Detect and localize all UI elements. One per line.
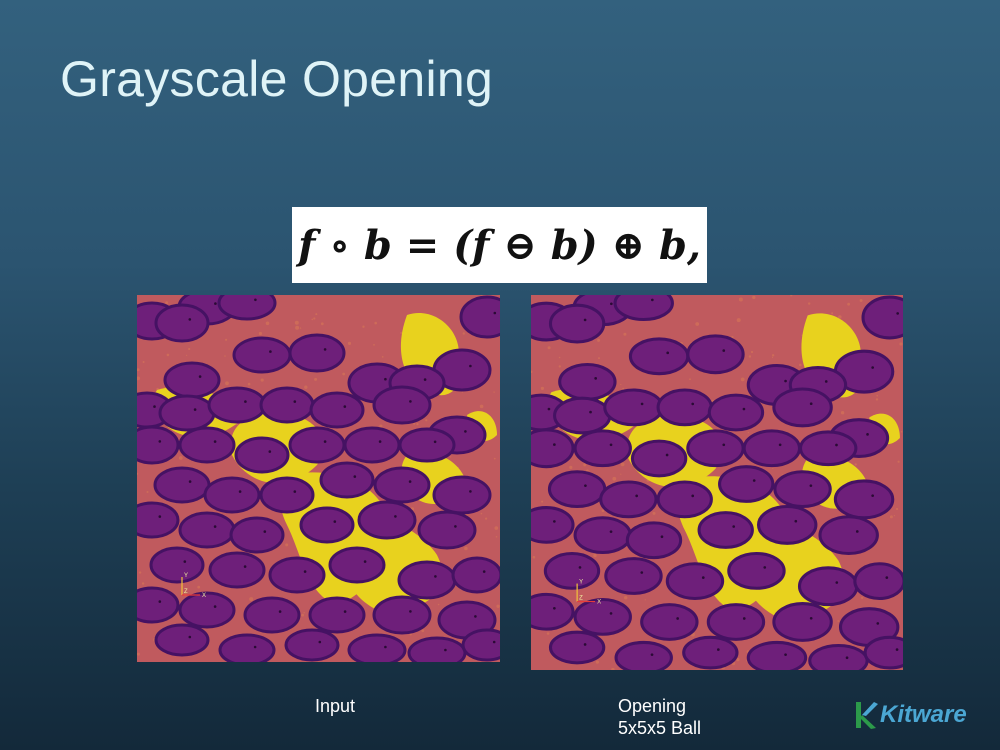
axis-z-label: Z bbox=[184, 589, 188, 595]
axis-y-label: Y bbox=[579, 580, 583, 586]
opening-caption-line2: 5x5x5 Ball bbox=[618, 718, 702, 738]
formula-text: f ∘ b = (f ⊖ b) ⊕ b, bbox=[298, 221, 701, 269]
opening-caption-line1: Opening bbox=[618, 696, 687, 716]
opening-caption: Opening 5x5x5 Ball bbox=[618, 695, 701, 739]
kitware-logo: Kitware bbox=[852, 700, 967, 730]
axis-y-label: Y bbox=[184, 573, 188, 579]
input-image: Y Z X bbox=[137, 295, 500, 662]
input-image-panel: Y Z X bbox=[137, 295, 500, 662]
kitware-logo-text: Kitware bbox=[880, 701, 967, 728]
opening-image-panel: Y Z X bbox=[531, 295, 903, 670]
kitware-logo-icon bbox=[856, 702, 878, 729]
axis-x-label: X bbox=[597, 600, 601, 606]
formula-image: f ∘ b = (f ⊖ b) ⊕ b, bbox=[292, 207, 707, 283]
axis-z-label: Z bbox=[579, 596, 583, 602]
input-caption: Input bbox=[315, 696, 356, 716]
axis-x-label: X bbox=[202, 593, 206, 599]
slide-title: Grayscale Opening bbox=[60, 51, 494, 107]
opening-image: Y Z X bbox=[531, 295, 903, 670]
